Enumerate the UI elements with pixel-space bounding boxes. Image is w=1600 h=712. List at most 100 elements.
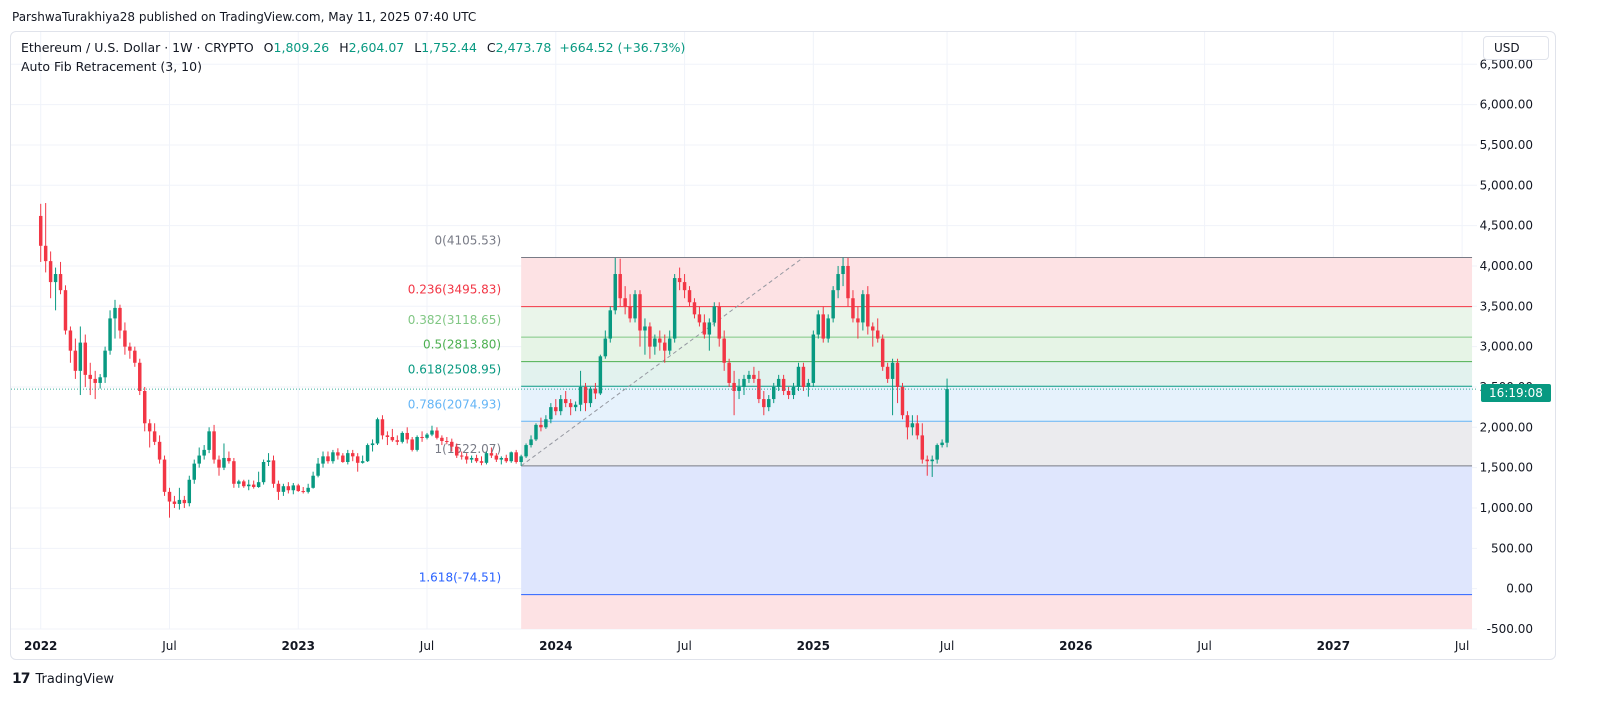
candle xyxy=(459,451,464,460)
candle-body xyxy=(246,484,251,487)
candle-body xyxy=(519,456,523,463)
candle xyxy=(375,417,380,446)
candle-body xyxy=(559,399,563,412)
candle xyxy=(692,298,697,319)
symbol-title[interactable]: Ethereum / U.S. Dollar · 1W · CRYPTO xyxy=(21,40,254,55)
candle-body xyxy=(752,374,756,379)
candle xyxy=(192,459,196,484)
candle xyxy=(653,334,657,355)
candle-body xyxy=(152,431,157,442)
candle-body xyxy=(633,294,637,319)
candle-body xyxy=(623,298,627,307)
candle-body xyxy=(331,452,335,462)
candle xyxy=(306,483,310,494)
candle xyxy=(360,455,365,464)
candle xyxy=(534,423,538,442)
candle-body xyxy=(544,419,548,428)
candle-body xyxy=(692,302,697,315)
candle xyxy=(573,401,578,412)
candle xyxy=(489,447,494,458)
candle-body xyxy=(242,481,246,487)
candle xyxy=(806,378,811,397)
candle xyxy=(469,455,474,463)
candle-body xyxy=(935,445,939,460)
candle xyxy=(539,417,543,432)
candle xyxy=(549,403,553,424)
candle xyxy=(281,483,286,496)
candle xyxy=(138,358,142,396)
tradingview-logo[interactable]: 17 TradingView xyxy=(12,671,114,687)
candle xyxy=(638,290,642,347)
candle xyxy=(355,453,360,472)
x-tick-label: 2022 xyxy=(24,639,57,653)
candle xyxy=(880,334,885,371)
candle xyxy=(157,435,162,464)
candle xyxy=(494,453,499,463)
candle xyxy=(301,487,305,494)
price-chart[interactable]: 0(4105.53) 0.236(3495.83) 0.382(3118.65) 0.… xyxy=(11,32,1555,659)
candle-body xyxy=(147,423,152,432)
candle xyxy=(103,346,107,383)
candle-body xyxy=(321,456,325,464)
fib-zone xyxy=(521,361,1473,387)
candle-body xyxy=(385,435,390,437)
candle-body xyxy=(509,452,513,462)
currency-button[interactable]: USD xyxy=(1483,36,1549,60)
candle xyxy=(920,423,925,464)
candle xyxy=(608,306,613,343)
candle xyxy=(841,257,845,287)
candle-body xyxy=(296,485,300,492)
candle xyxy=(752,366,756,383)
candle-body xyxy=(771,386,776,400)
candle-body xyxy=(232,461,236,484)
candle xyxy=(167,487,172,518)
candle xyxy=(276,480,281,500)
candle-body xyxy=(643,326,647,331)
candle-body xyxy=(945,389,949,443)
candle-body xyxy=(227,457,231,462)
candle xyxy=(142,386,147,432)
change-value: +664.52 (+36.73%) xyxy=(559,40,686,55)
close-label: C xyxy=(486,40,496,55)
candle xyxy=(162,455,167,496)
candle xyxy=(420,431,424,442)
candle xyxy=(464,453,469,464)
candle-body xyxy=(831,290,835,319)
candle-body xyxy=(390,436,395,441)
candle-body xyxy=(514,452,518,463)
candle-body xyxy=(920,435,925,460)
candle-body xyxy=(539,424,543,428)
candle xyxy=(563,391,568,408)
indicator-title[interactable]: Auto Fib Retracement (3, 10) xyxy=(21,59,202,74)
candle-body xyxy=(123,330,127,347)
fib-trend-line xyxy=(520,257,804,467)
candle xyxy=(613,257,617,315)
low-value: 1,752.44 xyxy=(421,40,477,55)
candle xyxy=(915,415,920,440)
candle-body xyxy=(628,306,632,319)
candle xyxy=(791,382,796,400)
candle-body xyxy=(712,306,717,323)
open-label: O xyxy=(263,40,274,55)
x-tick-label: Jul xyxy=(1454,639,1469,653)
candle-body xyxy=(375,419,380,444)
candle xyxy=(172,495,177,508)
y-tick-label: 6,500.00 xyxy=(1480,57,1533,71)
candle-body xyxy=(73,350,78,371)
candle-body xyxy=(781,378,786,392)
candle-body xyxy=(638,294,642,331)
x-tick-label: 2023 xyxy=(282,639,315,653)
candle-body xyxy=(880,338,885,367)
candle-body xyxy=(747,374,751,379)
candle xyxy=(78,326,83,396)
candles xyxy=(38,203,949,518)
candle xyxy=(568,399,573,416)
candle xyxy=(945,378,949,448)
y-tick-label: 3,000.00 xyxy=(1480,340,1533,354)
chart-frame[interactable]: 0(4105.53) 0.236(3495.83) 0.382(3118.65) 0.… xyxy=(10,31,1556,660)
candle xyxy=(212,424,216,464)
candle-body xyxy=(415,436,419,450)
candle xyxy=(336,448,340,460)
candle xyxy=(900,382,905,420)
candle-body xyxy=(682,282,687,291)
